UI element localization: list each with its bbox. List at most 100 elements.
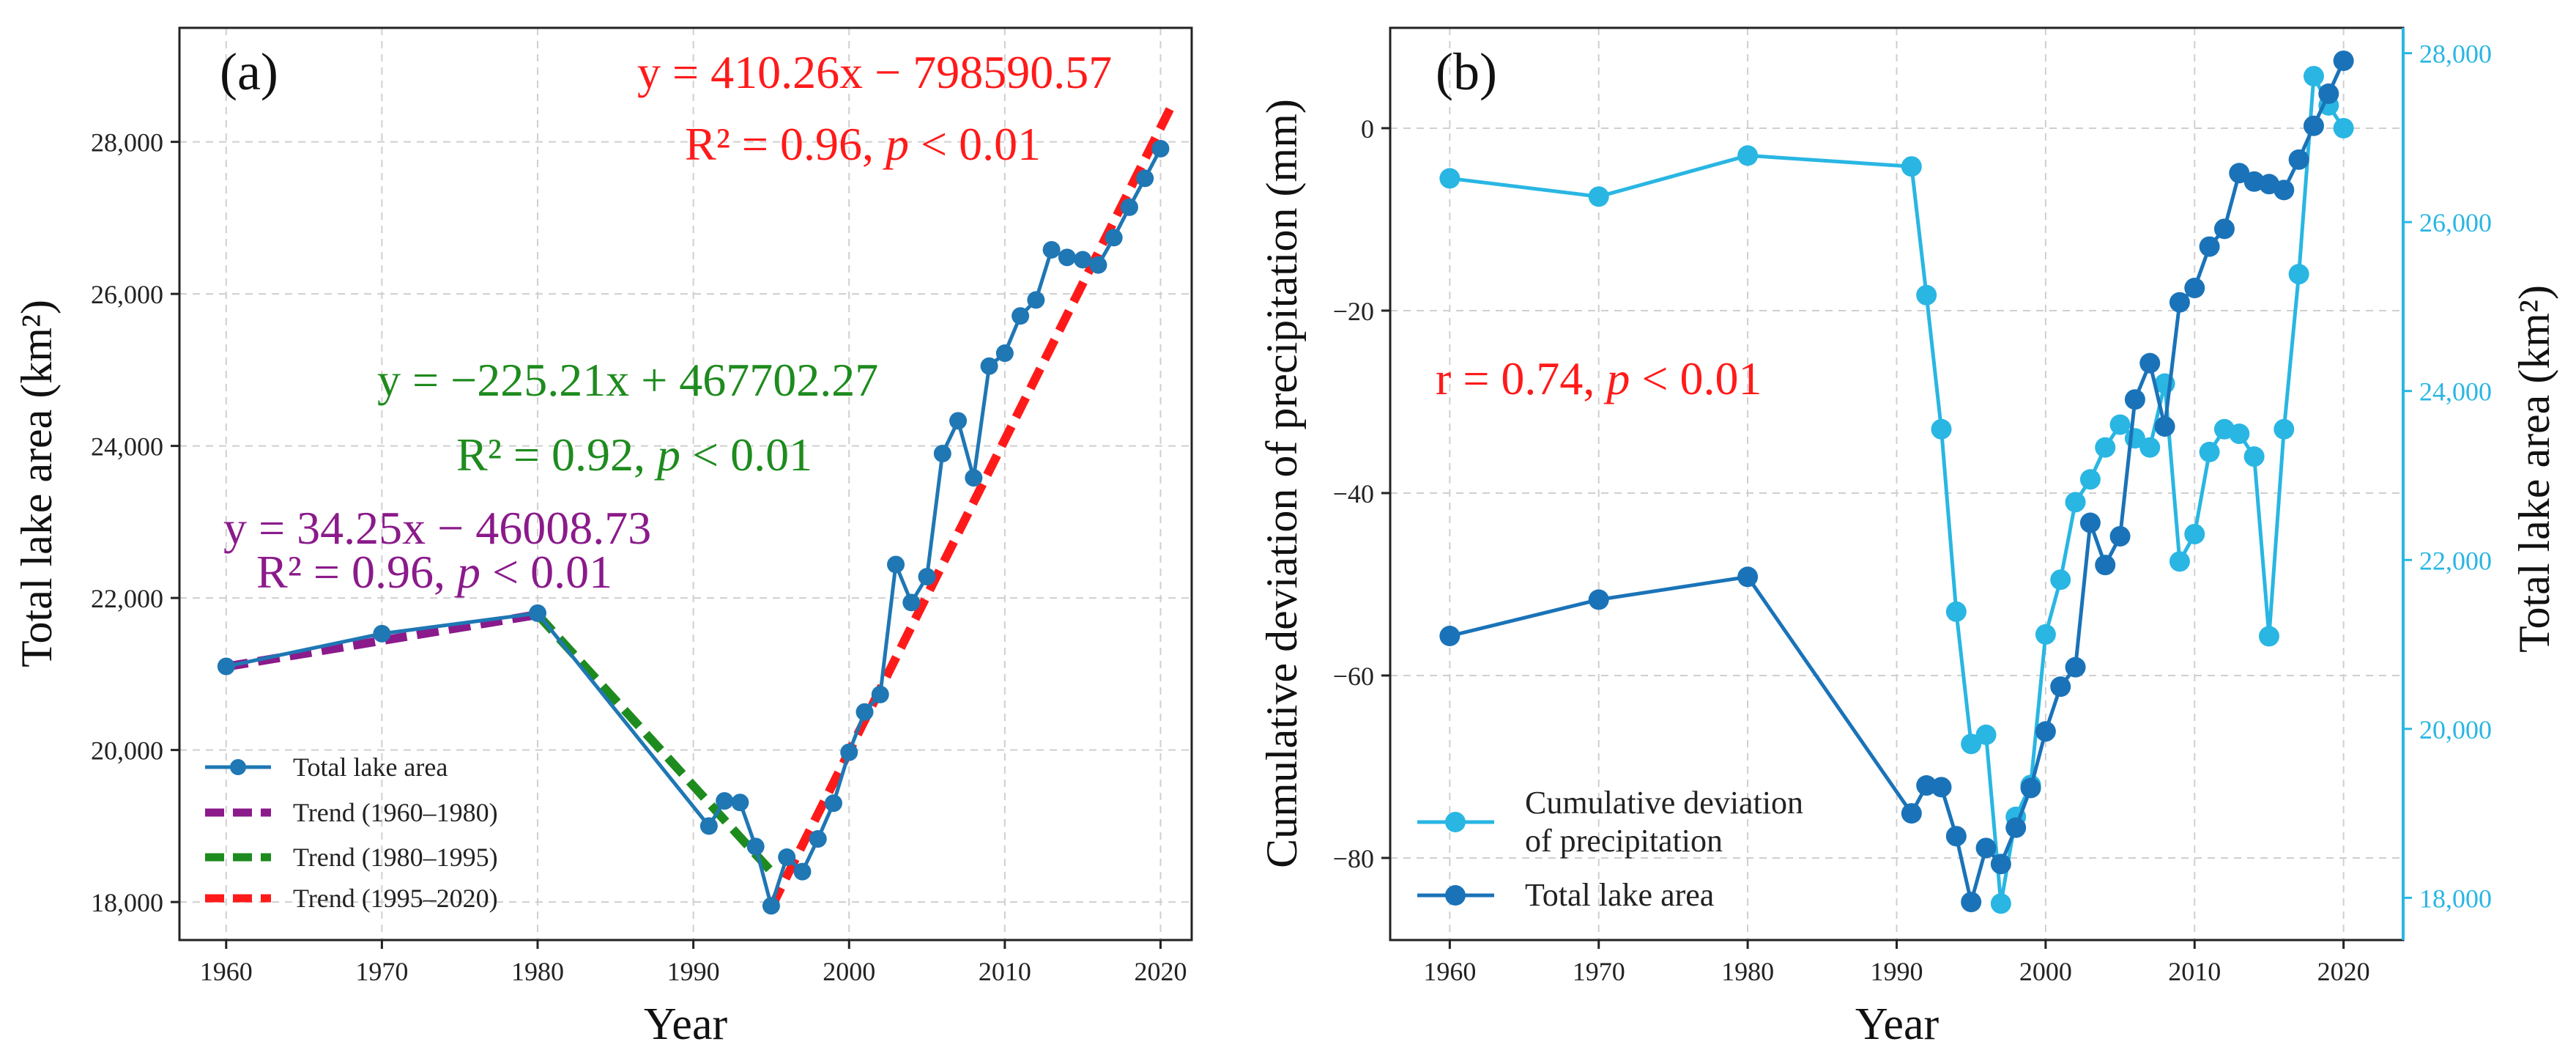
lake-area-b-point — [1931, 777, 1952, 798]
lake-area-point — [933, 445, 951, 462]
panel-b-y-left-tick-label: −80 — [1333, 844, 1374, 873]
trend-1-r2: R² = 0.96, p < 0.01 — [256, 546, 612, 598]
lake-area-b-point — [1961, 892, 1982, 913]
lake-area-point — [1120, 198, 1138, 216]
panel-b-label: (b) — [1436, 42, 1497, 101]
lake-area-point — [980, 357, 998, 375]
lake-area-b-point — [1588, 589, 1609, 610]
precip-deviation-point — [1588, 186, 1609, 207]
panel-a-series — [217, 139, 1170, 915]
lake-area-b-point — [1439, 626, 1460, 646]
lake-area-point — [1151, 139, 1170, 158]
precip-deviation-point — [1439, 168, 1460, 189]
legend-lake-marker — [230, 759, 246, 775]
panel-a-x-tick-label: 2000 — [823, 957, 875, 986]
trend-3-p-symbol: p — [883, 118, 909, 170]
panel-a-x-tick-label: 1990 — [667, 957, 720, 986]
legend-trend-2-label: Trend (1980–1995) — [293, 843, 498, 872]
precip-deviation-point — [2288, 264, 2309, 285]
lake-area-b-point — [2169, 292, 2190, 313]
lake-area-point — [809, 830, 827, 848]
lake-area-b-point — [2050, 676, 2071, 698]
lake-area-b-point — [2095, 555, 2116, 576]
panel-b-x-label: Year — [1855, 999, 1940, 1049]
precip-deviation-point — [2229, 423, 2250, 445]
panel-a-y-tick-label: 18,000 — [91, 888, 163, 917]
trend-line-3 — [767, 103, 1176, 910]
panel-b-x-tick-label: 1980 — [1721, 957, 1774, 986]
legend-precip-label-1: Cumulative deviation — [1525, 785, 1803, 821]
trend-2-r2-text: R² = 0.92, — [456, 429, 657, 481]
panel-b-ticks: 1960 1970 1980 1990 2000 2010 2020 −80 −60 −40 −20… — [1333, 40, 2492, 986]
panel-b-y-right-tick-label: 20,000 — [2419, 715, 2492, 744]
precip-deviation-point — [2274, 418, 2295, 440]
lake-area-point — [762, 897, 780, 915]
precip-deviation-point — [1931, 418, 1952, 440]
lake-area-b-point — [2005, 817, 2027, 838]
lake-area-b-point — [2184, 278, 2205, 299]
lake-area-point — [217, 657, 235, 676]
panel-b-x-tick-label: 1960 — [1423, 957, 1476, 986]
panel-a-ticks: 1960 1970 1980 1990 2000 2010 2020 18,000 20,000… — [91, 128, 1187, 986]
panel-a-y-tick-label: 28,000 — [91, 128, 163, 158]
precip-deviation-point — [2199, 441, 2220, 462]
lake-area-point — [1074, 251, 1092, 269]
panel-a-label: (a) — [220, 42, 278, 101]
legend-trend-1-label: Trend (1960–1980) — [293, 798, 498, 827]
panel-b-x-tick-label: 1970 — [1573, 957, 1625, 986]
panel-a-y-tick-label: 20,000 — [91, 736, 163, 766]
panel-b-legend: Cumulative deviation of precipitation To… — [1417, 785, 1803, 913]
lake-area-point — [871, 685, 889, 703]
precip-deviation-point — [2079, 469, 2101, 490]
panel-b-x-tick-label: 2000 — [2019, 957, 2072, 986]
precip-deviation-point — [2303, 65, 2324, 86]
precip-deviation-point — [1990, 893, 2011, 914]
trend-3-r2-text: R² = 0.96, — [685, 118, 886, 170]
correlation-p-symbol: p — [1603, 352, 1630, 404]
lake-area-b-point — [2124, 389, 2145, 410]
lake-area-point — [699, 817, 718, 835]
lake-area-point — [1027, 291, 1045, 309]
lake-area-point — [1105, 229, 1123, 247]
panel-a-y-tick-label: 24,000 — [91, 432, 163, 462]
lake-area-b-point — [1901, 803, 1922, 824]
panel-a-legend: Total lake area Trend (1960–1980) Trend … — [205, 752, 498, 913]
trend-1-r2-text: R² = 0.96, — [256, 546, 457, 598]
lake-area-point — [995, 344, 1014, 363]
lake-area-b-point — [2229, 163, 2250, 184]
lake-area-b-point — [1975, 837, 1997, 859]
lake-area-point — [824, 794, 842, 813]
panel-b-y-right-tick-label: 24,000 — [2419, 377, 2492, 407]
panel-a-x-tick-label: 1970 — [355, 957, 408, 986]
lake-area-point — [746, 837, 765, 856]
precip-deviation-point — [2169, 551, 2190, 572]
panel-a-x-tick-label: 2010 — [979, 957, 1031, 986]
lake-area-b-point — [2154, 416, 2175, 437]
lake-area-point — [1042, 240, 1061, 259]
lake-area-b-point — [2288, 149, 2309, 170]
lake-area-point — [902, 593, 921, 612]
panel-b-y-right-tick-label: 28,000 — [2419, 40, 2492, 69]
precip-deviation-point — [1975, 724, 1997, 745]
legend-precip-label-2: of precipitation — [1525, 823, 1723, 859]
panel-b-y-left-tick-label: −60 — [1333, 662, 1374, 691]
panel-a-x-tick-label: 1980 — [511, 957, 564, 986]
panel-b-y-left-tick-label: −40 — [1333, 479, 1374, 508]
trend-2-p-symbol: p — [654, 429, 680, 481]
lake-area-b-point — [2303, 115, 2324, 136]
trend-2-p-value: < 0.01 — [680, 429, 812, 481]
lake-area-point — [793, 862, 812, 881]
panel-b-x-tick-label: 1990 — [1871, 957, 1923, 986]
trend-3-p-value: < 0.01 — [909, 118, 1041, 170]
lake-area-point — [1136, 169, 1154, 188]
panel-b-y-label-left: Cumulative deviation of precipitation (m… — [1258, 99, 1306, 868]
lake-area-b-point — [1945, 826, 1967, 847]
lake-area-b-point — [2020, 777, 2041, 799]
panel-a-frame — [178, 26, 1193, 942]
trend-2-r2: R² = 0.92, p < 0.01 — [456, 429, 812, 481]
lake-area-point — [887, 555, 905, 574]
precip-deviation-point — [1901, 156, 1922, 177]
lake-area-b-point — [2139, 352, 2161, 374]
lake-area-b-point — [2318, 83, 2339, 104]
trend-2-equation: y = −225.21x + 467702.27 — [377, 354, 878, 406]
